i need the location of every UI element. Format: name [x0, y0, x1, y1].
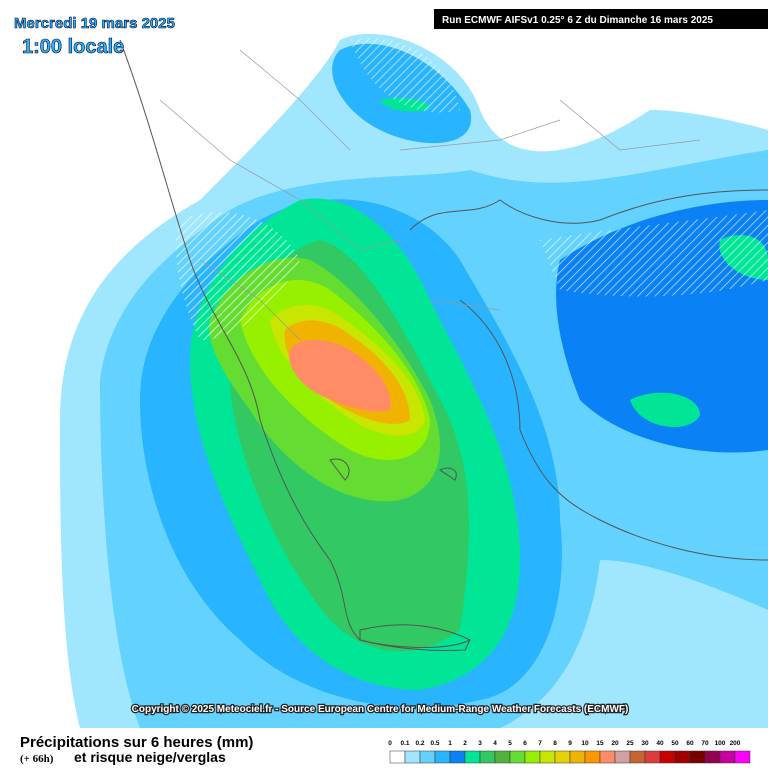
legend-swatch: [554, 750, 571, 764]
legend-swatch: [569, 750, 586, 764]
copyright: Copyright © 2025 Meteociel.fr - Source E…: [132, 704, 629, 715]
legend-label: 0.1: [400, 740, 409, 747]
precip-map: [60, 33, 768, 729]
legend-label: 6: [523, 740, 527, 747]
legend-label: 20: [611, 740, 619, 747]
legend-swatch: [644, 750, 661, 764]
legend-label: 5: [508, 740, 512, 747]
legend-label: 70: [701, 740, 709, 747]
legend-swatch: [629, 750, 646, 764]
legend-swatch: [434, 750, 451, 764]
legend-swatch: [674, 750, 691, 764]
legend-swatch: [524, 750, 541, 764]
legend-swatch: [719, 750, 736, 764]
legend-swatch: [599, 750, 616, 764]
legend-label: 40: [656, 740, 664, 747]
run-info: Run ECMWF AIFSv1 0.25° 6 Z du Dimanche 1…: [442, 15, 713, 26]
legend-label: 200: [730, 740, 741, 747]
legend-swatch: [419, 750, 436, 764]
legend-swatch: [479, 750, 496, 764]
forecast-date: Mercredi 19 mars 2025: [14, 15, 175, 32]
legend-label: 0.2: [415, 740, 424, 747]
footer-lead: (+ 66h): [20, 753, 54, 765]
legend-label: 60: [686, 740, 694, 747]
legend-swatch: [734, 750, 751, 764]
legend-label: 2: [463, 740, 467, 747]
legend-label: 8: [553, 740, 557, 747]
legend-swatch: [539, 750, 556, 764]
legend-swatch: [464, 750, 481, 764]
legend-swatch: [614, 750, 631, 764]
legend-label: 0.5: [430, 740, 439, 747]
legend-label: 30: [641, 740, 649, 747]
legend-swatch: [509, 750, 526, 764]
legend-label: 1: [448, 740, 452, 747]
forecast-time: 1:00 locale: [22, 36, 124, 58]
footer-subtitle: et risque neige/verglas: [74, 749, 226, 765]
legend-label: 9: [568, 740, 572, 747]
legend-swatch: [659, 750, 676, 764]
legend: 0 0.1 0.2 0.5 1 2 3 4 5 6 7 8 9 10 15 20 25 30 40 50 60 70 100…: [388, 740, 751, 764]
run-box: [434, 9, 768, 29]
legend-swatch: [494, 750, 511, 764]
legend-label: 0: [388, 740, 392, 747]
legend-swatch: [449, 750, 466, 764]
legend-swatch: [404, 750, 421, 764]
legend-swatch: [584, 750, 601, 764]
legend-label: 100: [715, 740, 726, 747]
legend-label: 7: [538, 740, 542, 747]
footer-title: Précipitations sur 6 heures (mm): [20, 734, 253, 751]
legend-label: 25: [626, 740, 634, 747]
legend-label: 4: [493, 740, 497, 747]
legend-label: 50: [671, 740, 679, 747]
legend-swatch: [704, 750, 721, 764]
legend-label: 10: [581, 740, 589, 747]
legend-swatch: [689, 750, 706, 764]
legend-label: 3: [478, 740, 482, 747]
legend-swatch: [389, 750, 406, 764]
legend-label: 15: [596, 740, 604, 747]
